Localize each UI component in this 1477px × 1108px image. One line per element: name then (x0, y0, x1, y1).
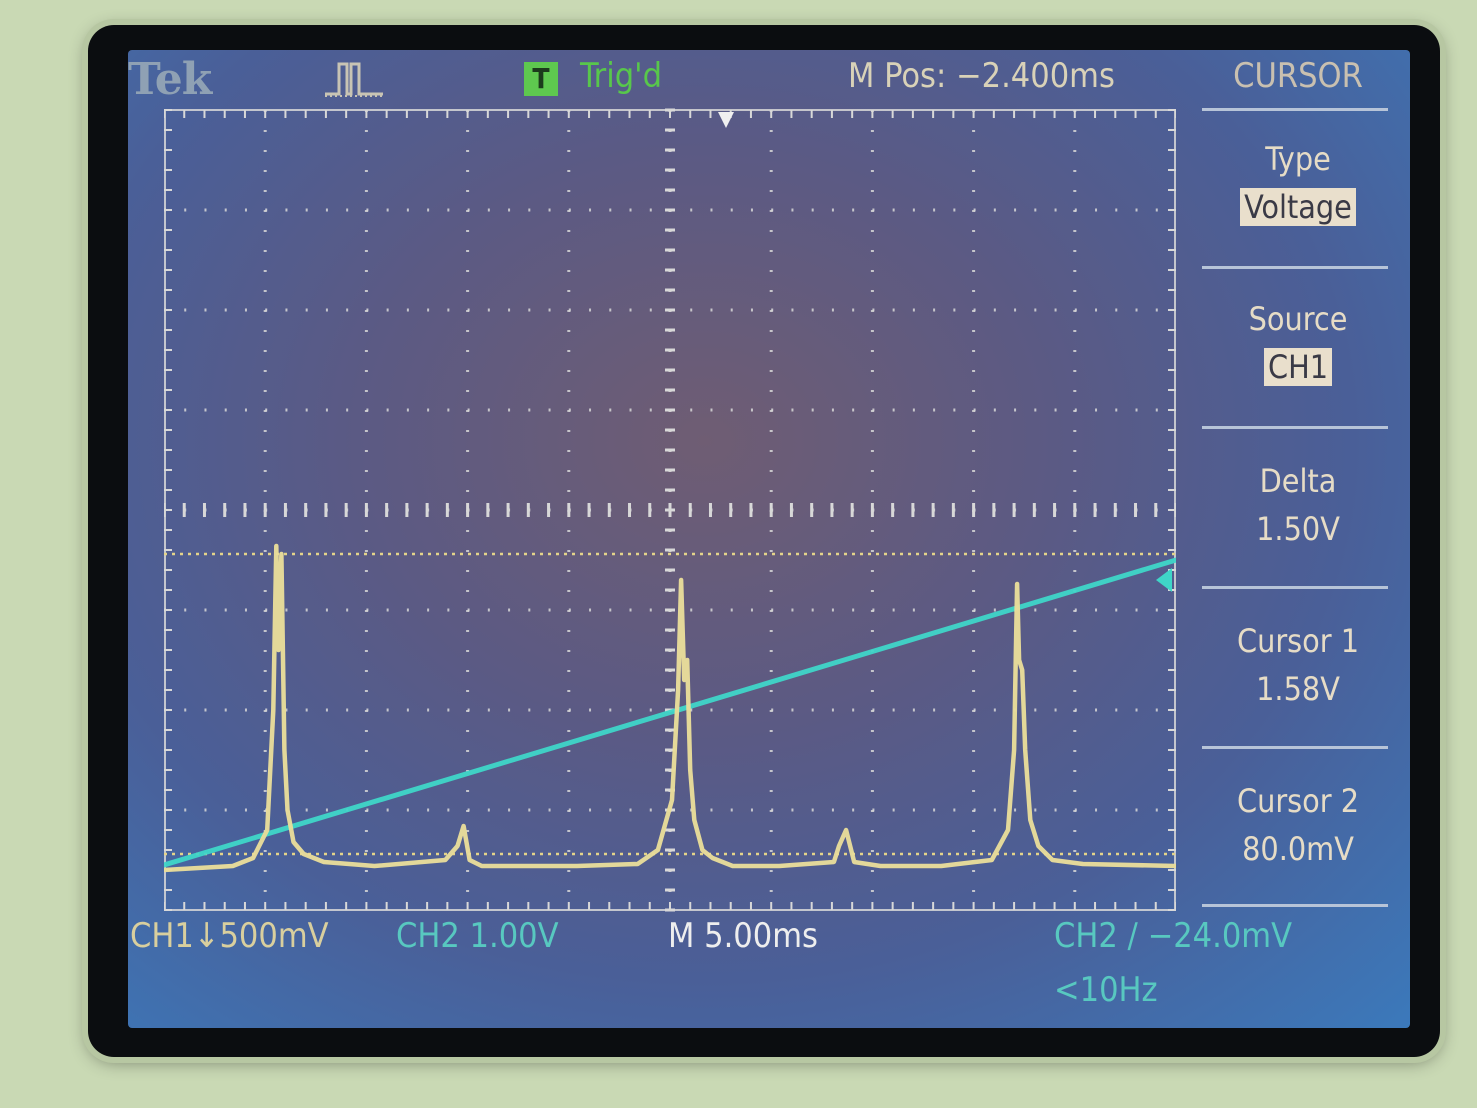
menu-divider (1202, 108, 1388, 111)
menu-item-value: 1.50V (1256, 510, 1340, 548)
menu-divider (1202, 426, 1388, 429)
brand-logo: Tek (128, 54, 212, 105)
ch1-scale: CH1↓500mV (130, 916, 329, 956)
menu-divider (1202, 746, 1388, 749)
waveform-plot: 1▸2▸ (130, 108, 1179, 912)
menu-item-label: Source (1248, 300, 1348, 338)
traces (161, 543, 1179, 873)
menu-item-value: 1.58V (1256, 670, 1340, 708)
menu-item-label: Cursor 2 (1236, 782, 1360, 820)
ch2-trace (161, 557, 1179, 868)
menu-divider (1202, 266, 1388, 269)
acquisition-pulse-icon (325, 62, 385, 97)
horizontal-position: M Pos: −2.400ms (848, 56, 1115, 96)
ch1-trace (163, 543, 1177, 873)
menu-item-label: Type (1265, 140, 1331, 178)
trigger-level-marker (1156, 568, 1172, 592)
graticule (162, 108, 1178, 912)
cursor-menu: CURSOR Type Voltage Source CH1 Delta 1.5… (1198, 50, 1410, 910)
waveform-display: 1▸2▸ (130, 104, 1179, 916)
menu-item-label: Delta (1259, 462, 1337, 500)
menu-item-value: Voltage (1240, 188, 1356, 226)
menu-title: CURSOR (1233, 56, 1363, 96)
menu-item-value: 80.0mV (1242, 830, 1354, 868)
ch2-scale: CH2 1.00V (396, 916, 559, 956)
menu-divider (1202, 904, 1388, 907)
trigger-status: Trig'd (580, 56, 662, 96)
trigger-frequency: <10Hz (1054, 970, 1158, 1010)
time-scale: M 5.00ms (668, 916, 818, 956)
oscilloscope-screen: Tek T Trig'd M Pos: −2.400ms 1▸2▸ CURSOR… (128, 50, 1410, 1028)
menu-item-value: CH1 (1263, 348, 1333, 386)
trigger-position-arrow (718, 112, 734, 128)
cursor-lines (164, 552, 1176, 856)
menu-divider (1202, 586, 1388, 589)
trigger-status-icon: T (524, 62, 558, 96)
menu-item-label: Cursor 1 (1236, 622, 1360, 660)
trigger-info: CH2 ∕ −24.0mV (1054, 916, 1292, 956)
